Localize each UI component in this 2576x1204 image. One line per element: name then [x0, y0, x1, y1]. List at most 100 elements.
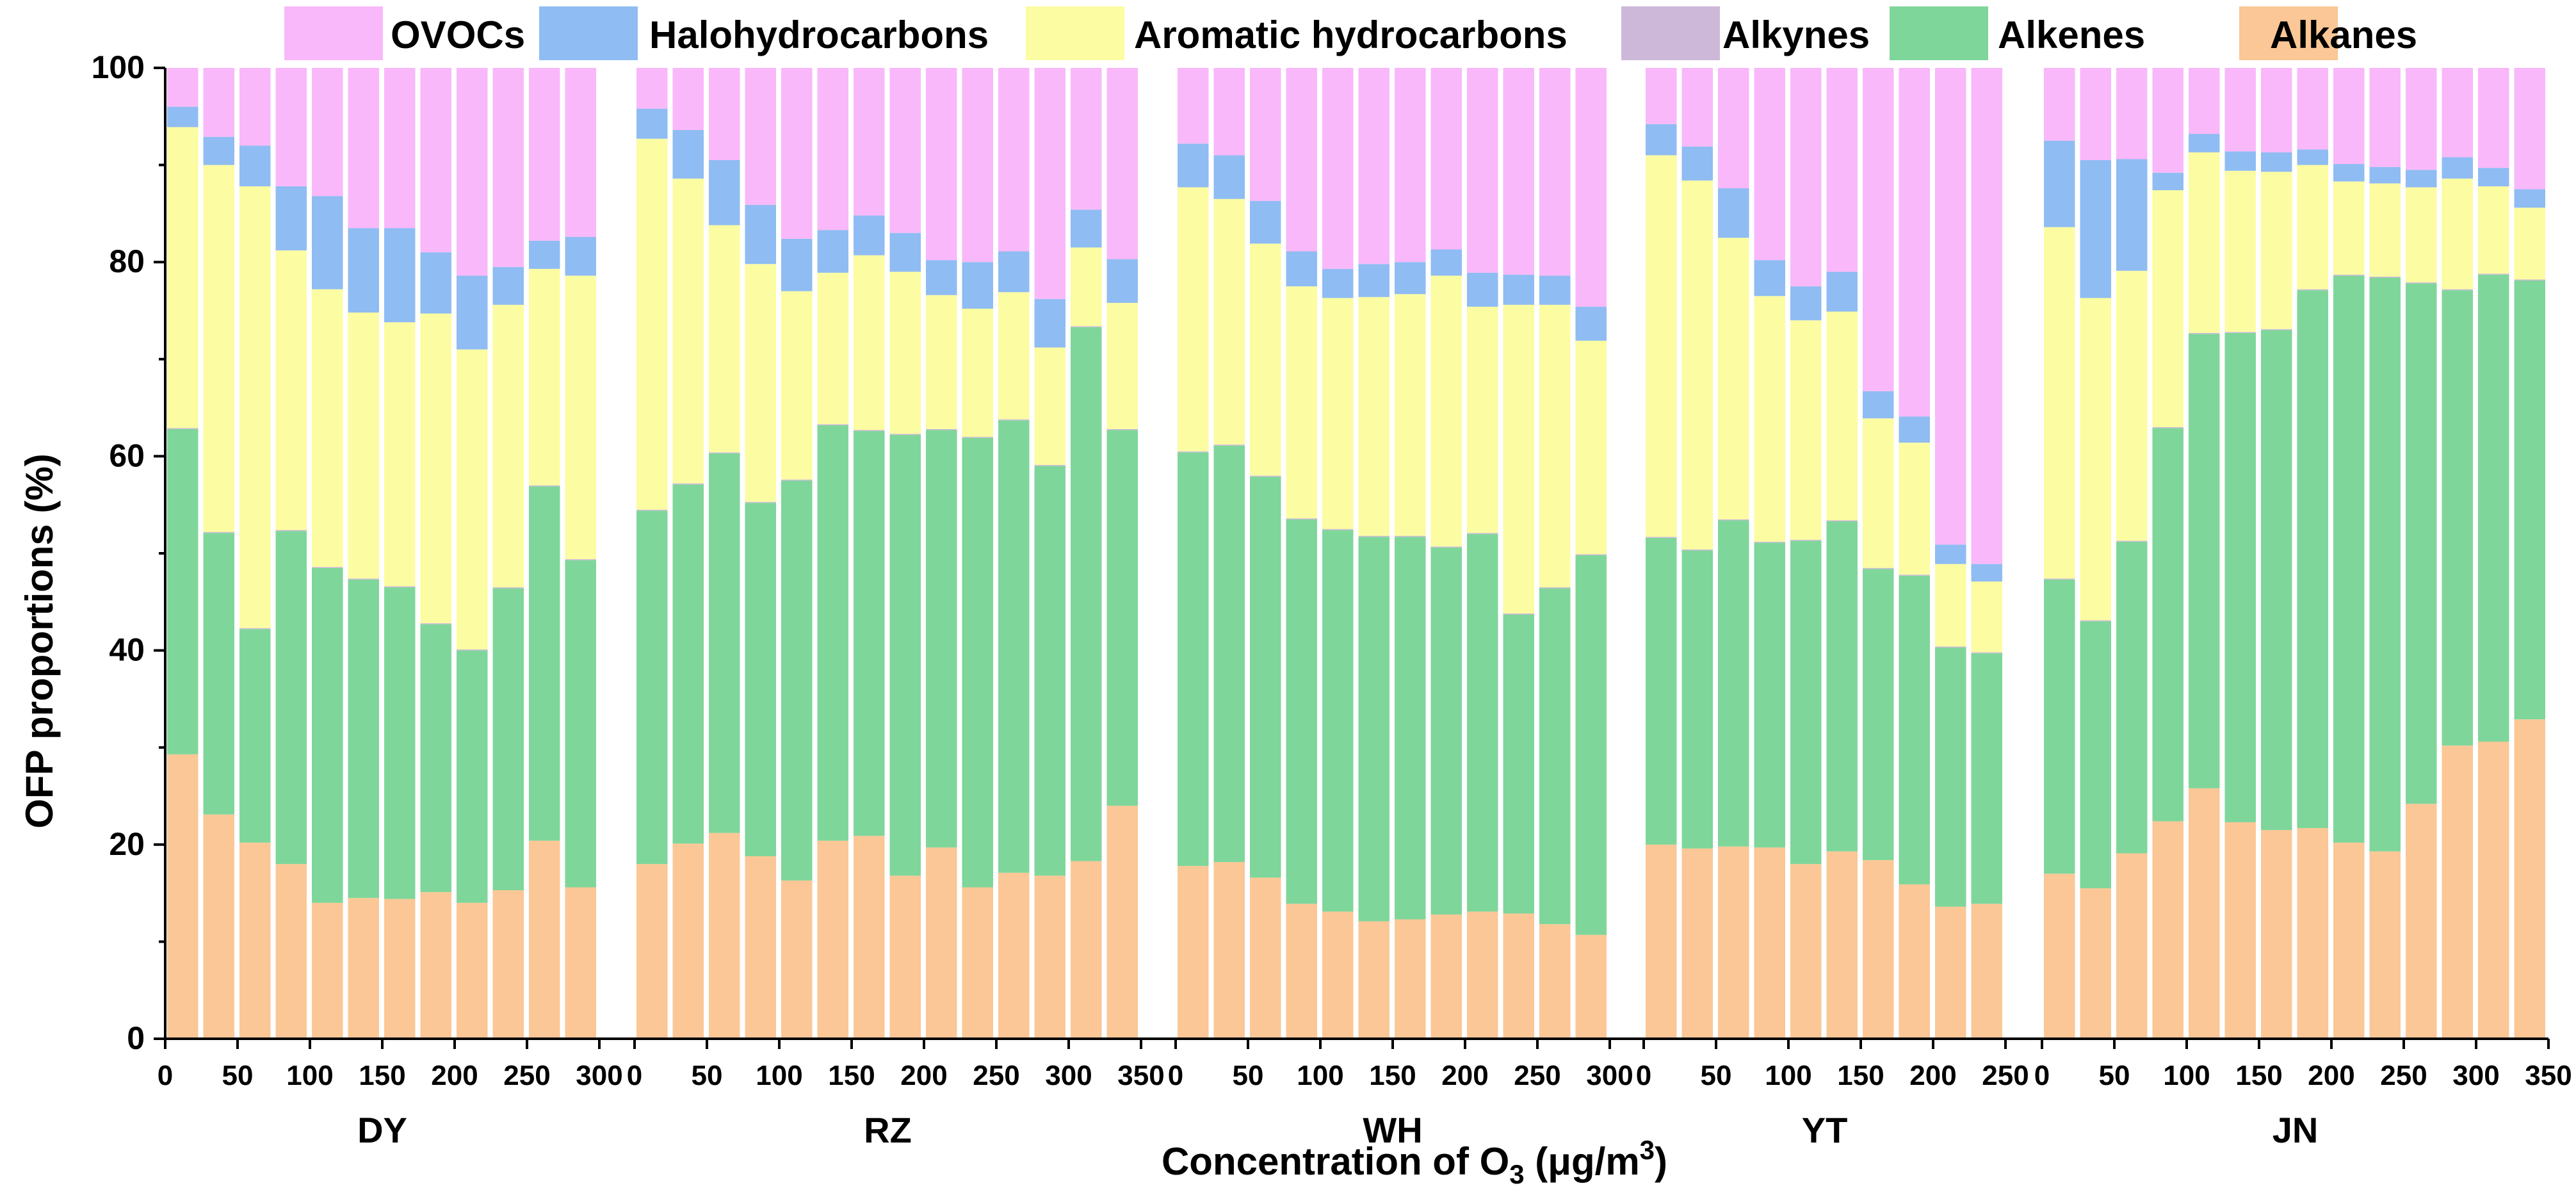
- bar-dy-1-ovocs: [167, 68, 198, 107]
- bar-jn-11-aromatic-hydrocarbons: [2406, 187, 2437, 283]
- bar-yt-10-alkynes: [1971, 652, 2002, 654]
- bar-jn-8-alkynes: [2297, 289, 2328, 291]
- bar-dy-3-alkenes: [239, 629, 271, 843]
- bar-dy-10-alkenes: [492, 588, 524, 891]
- bar-rz-6-halohydrocarbons: [817, 230, 848, 273]
- bar-dy-1-alkenes: [167, 428, 198, 754]
- bar-dy-11-alkanes: [529, 840, 560, 1039]
- bar-rz-9-aromatic-hydrocarbons: [926, 295, 957, 429]
- x-tick-label: 300: [2452, 1060, 2499, 1091]
- bar-rz-2-alkynes: [672, 483, 704, 485]
- bar-jn-9-alkanes: [2333, 842, 2365, 1039]
- bar-yt-1-aromatic-hydrocarbons: [1646, 155, 1677, 537]
- bar-rz-6-aromatic-hydrocarbons: [817, 272, 848, 425]
- y-tick-label: 60: [109, 437, 145, 473]
- bar-rz-11-alkynes: [998, 419, 1030, 421]
- bar-yt-4-alkanes: [1754, 847, 1785, 1039]
- bar-rz-9-alkenes: [926, 430, 957, 848]
- x-tick-label: 250: [1514, 1060, 1560, 1091]
- legend-label-aromatic-hydrocarbons: Aromatic hydrocarbons: [1134, 13, 1567, 56]
- bar-jn-8-aromatic-hydrocarbons: [2297, 165, 2328, 289]
- bar-wh-4-ovocs: [1286, 68, 1317, 252]
- bar-jn-2-aromatic-hydrocarbons: [2080, 298, 2111, 621]
- bar-wh-12-alkynes: [1575, 554, 1607, 556]
- bar-wh-3-alkenes: [1250, 476, 1281, 878]
- bar-wh-12-ovocs: [1575, 68, 1607, 307]
- bar-wh-8-alkanes: [1430, 914, 1462, 1039]
- bar-yt-2-alkenes: [1681, 550, 1713, 849]
- bar-rz-5-aromatic-hydrocarbons: [781, 291, 813, 480]
- bar-wh-8-aromatic-hydrocarbons: [1430, 275, 1462, 547]
- bar-rz-14-alkynes: [1106, 428, 1138, 430]
- bar-yt-3-alkenes: [1718, 520, 1749, 847]
- bar-rz-3-alkanes: [709, 833, 740, 1039]
- bar-yt-1-alkynes: [1646, 537, 1677, 538]
- bar-wh-2-aromatic-hydrocarbons: [1213, 199, 1245, 445]
- bar-rz-8-halohydrocarbons: [889, 232, 921, 272]
- bar-jn-6-alkynes: [2224, 332, 2256, 333]
- bar-jn-10-aromatic-hydrocarbons: [2369, 183, 2401, 277]
- bar-wh-3-ovocs: [1250, 68, 1281, 201]
- bar-jn-14-alkynes: [2514, 279, 2545, 281]
- bar-jn-14-alkenes: [2514, 281, 2545, 720]
- y-tick-label: 40: [109, 632, 145, 668]
- x-tick-label: 200: [1441, 1060, 1488, 1091]
- bar-yt-10-aromatic-hydrocarbons: [1971, 581, 2002, 653]
- bar-wh-10-halohydrocarbons: [1503, 274, 1534, 305]
- bar-dy-6-alkenes: [348, 579, 379, 899]
- bar-rz-11-alkenes: [998, 420, 1030, 873]
- x-tick-label: 250: [973, 1060, 1019, 1091]
- x-tick-label: 0: [2034, 1060, 2050, 1091]
- bar-jn-5-alkanes: [2189, 788, 2220, 1039]
- x-tick-label: 250: [503, 1060, 550, 1091]
- bar-rz-4-halohydrocarbons: [745, 204, 776, 264]
- bar-wh-3-alkynes: [1250, 475, 1281, 477]
- bar-rz-12-alkynes: [1034, 465, 1065, 466]
- bar-rz-11-ovocs: [998, 68, 1030, 252]
- bar-wh-7-alkanes: [1395, 919, 1426, 1039]
- bar-rz-2-halohydrocarbons: [672, 130, 704, 179]
- bar-wh-2-alkenes: [1213, 445, 1245, 863]
- bar-jn-3-alkynes: [2116, 541, 2148, 542]
- bar-dy-3-halohydrocarbons: [239, 145, 271, 186]
- bar-yt-9-alkynes: [1935, 646, 1966, 648]
- bar-rz-6-ovocs: [817, 68, 848, 231]
- bar-dy-1-aromatic-hydrocarbons: [167, 127, 198, 428]
- x-tick-label: 150: [1369, 1060, 1416, 1091]
- bar-wh-5-alkynes: [1322, 529, 1354, 530]
- bar-jn-5-alkynes: [2189, 332, 2220, 334]
- site-label-rz: RZ: [864, 1110, 912, 1150]
- bar-jn-2-halohydrocarbons: [2080, 160, 2111, 298]
- bar-yt-2-alkanes: [1681, 848, 1713, 1039]
- bar-wh-12-halohydrocarbons: [1575, 306, 1607, 341]
- bar-jn-5-halohydrocarbons: [2189, 134, 2220, 152]
- bar-rz-5-ovocs: [781, 68, 813, 239]
- bar-rz-1-alkanes: [636, 864, 668, 1039]
- bar-yt-3-halohydrocarbons: [1718, 188, 1749, 238]
- bar-jn-5-alkenes: [2189, 334, 2220, 788]
- bar-rz-13-ovocs: [1071, 68, 1102, 210]
- bar-jn-14-halohydrocarbons: [2514, 189, 2545, 208]
- legend-label-ovocs: OVOCs: [391, 13, 525, 56]
- bar-rz-5-halohydrocarbons: [781, 238, 813, 291]
- bar-yt-8-alkanes: [1899, 884, 1930, 1039]
- x-tick-label: 150: [2235, 1060, 2282, 1091]
- bar-yt-1-halohydrocarbons: [1646, 124, 1677, 156]
- bar-dy-9-aromatic-hydrocarbons: [457, 349, 488, 650]
- bar-dy-5-ovocs: [312, 68, 343, 197]
- bar-yt-5-alkanes: [1790, 864, 1822, 1039]
- bar-dy-3-alkanes: [239, 842, 271, 1039]
- bar-wh-5-aromatic-hydrocarbons: [1322, 298, 1354, 530]
- bar-dy-1-halohydrocarbons: [167, 106, 198, 127]
- bar-rz-10-ovocs: [962, 68, 993, 263]
- bar-rz-8-aromatic-hydrocarbons: [889, 272, 921, 434]
- bar-dy-1-alkynes: [167, 428, 198, 429]
- bar-wh-4-halohydrocarbons: [1286, 251, 1317, 287]
- bar-jn-8-halohydrocarbons: [2297, 149, 2328, 165]
- bar-dy-2-halohydrocarbons: [203, 136, 234, 165]
- bar-dy-11-alkenes: [529, 486, 560, 841]
- bar-dy-11-halohydrocarbons: [529, 240, 560, 269]
- bar-wh-9-halohydrocarbons: [1467, 272, 1498, 307]
- bar-yt-7-aromatic-hydrocarbons: [1863, 418, 1894, 568]
